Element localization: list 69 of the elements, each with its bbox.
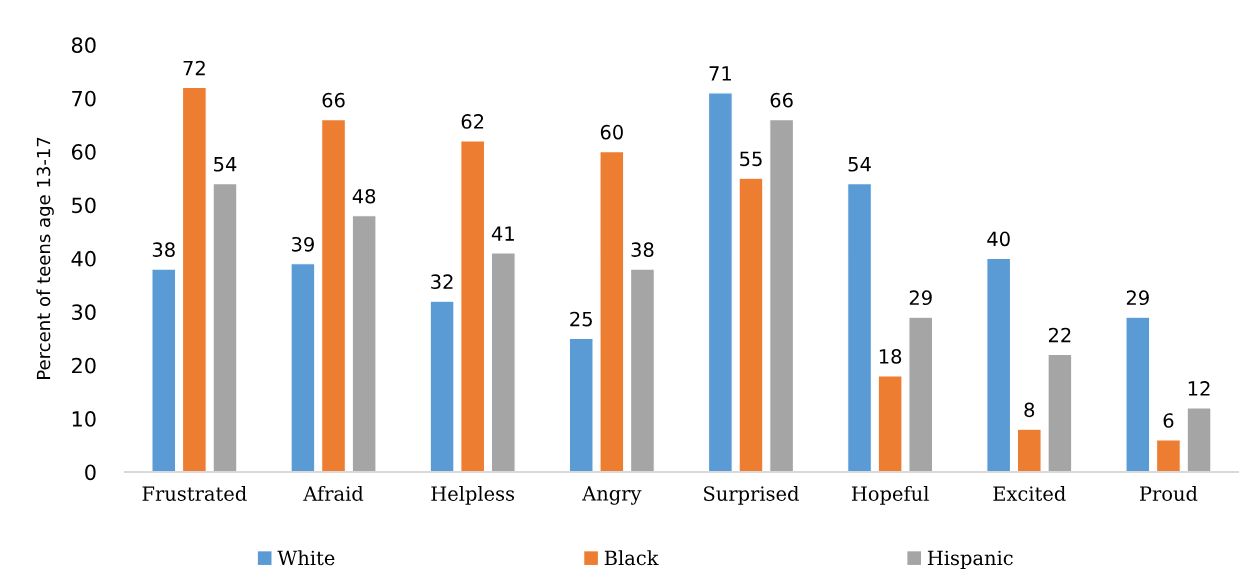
- bar: [1016, 428, 1042, 472]
- bar: [1156, 439, 1181, 472]
- data-label: 66: [770, 92, 793, 108]
- data-label: 54: [848, 157, 871, 172]
- bar: [490, 252, 516, 472]
- bar: [986, 257, 1012, 472]
- x-tick-label: Hopeful: [851, 485, 929, 505]
- x-tick-label: Angry: [582, 486, 642, 505]
- data-label: 8: [1024, 402, 1035, 418]
- bar: [212, 183, 238, 472]
- data-label: 62: [461, 114, 484, 129]
- data-label: 71: [709, 66, 731, 81]
- data-label: 41: [491, 226, 514, 241]
- data-label: 12: [1188, 381, 1210, 396]
- data-label: 55: [740, 151, 762, 167]
- x-tick-label: Frustrated: [142, 485, 247, 501]
- y-tick-label: 60: [71, 144, 96, 160]
- data-label: 72: [183, 60, 205, 76]
- bar: [290, 263, 316, 472]
- y-tick-label: 50: [72, 197, 96, 214]
- x-tick-label: Surprised: [704, 485, 799, 505]
- bar: [429, 300, 455, 472]
- bar: [908, 316, 934, 472]
- data-label: 29: [1126, 290, 1149, 306]
- data-label: 29: [909, 290, 932, 306]
- bar: [630, 268, 655, 472]
- data-label: 48: [352, 188, 376, 204]
- y-tick-label: 80: [71, 37, 96, 54]
- x-tick-label: Helpless: [431, 485, 515, 505]
- bar: [877, 375, 903, 472]
- data-label: 38: [152, 242, 175, 257]
- y-tick-label: 70: [72, 90, 96, 107]
- y-tick-label: 40: [71, 250, 96, 267]
- bar: [1186, 407, 1212, 472]
- bar: [1047, 353, 1073, 472]
- data-label: 6: [1163, 413, 1174, 428]
- data-label: 25: [570, 311, 592, 327]
- data-label: 54: [214, 157, 237, 172]
- data-label: 40: [987, 231, 1010, 247]
- x-tick-label: Afraid: [303, 485, 364, 501]
- bar: [707, 92, 733, 472]
- y-tick-label: 0: [85, 464, 96, 481]
- y-tick-label: 20: [72, 357, 96, 374]
- legend-label: White: [277, 550, 335, 566]
- x-tick-label: Proud: [1139, 485, 1198, 501]
- data-label: 38: [631, 242, 654, 257]
- bar: [769, 119, 794, 472]
- bar: [738, 177, 764, 472]
- y-axis-title: Percent of teens age 13-17: [36, 137, 54, 379]
- bar: [460, 140, 486, 472]
- y-tick-label: 30: [72, 304, 96, 321]
- bar: [599, 151, 625, 472]
- bar: [351, 215, 377, 472]
- y-tick-label: 10: [72, 411, 96, 427]
- bar: [151, 268, 177, 472]
- data-label: 60: [600, 124, 623, 140]
- data-label: 66: [322, 92, 345, 108]
- data-label: 22: [1048, 327, 1071, 343]
- legend-label: Hispanic: [927, 550, 1013, 569]
- bar: [568, 337, 594, 472]
- data-label: 18: [879, 349, 902, 364]
- bar: [181, 86, 207, 472]
- legend-label: Black: [604, 550, 659, 566]
- bar: [847, 183, 872, 472]
- data-label: 39: [292, 236, 314, 252]
- x-tick-label: Excited: [993, 485, 1066, 501]
- data-label: 32: [431, 274, 453, 290]
- bar: [1125, 316, 1151, 472]
- bar: [321, 119, 346, 472]
